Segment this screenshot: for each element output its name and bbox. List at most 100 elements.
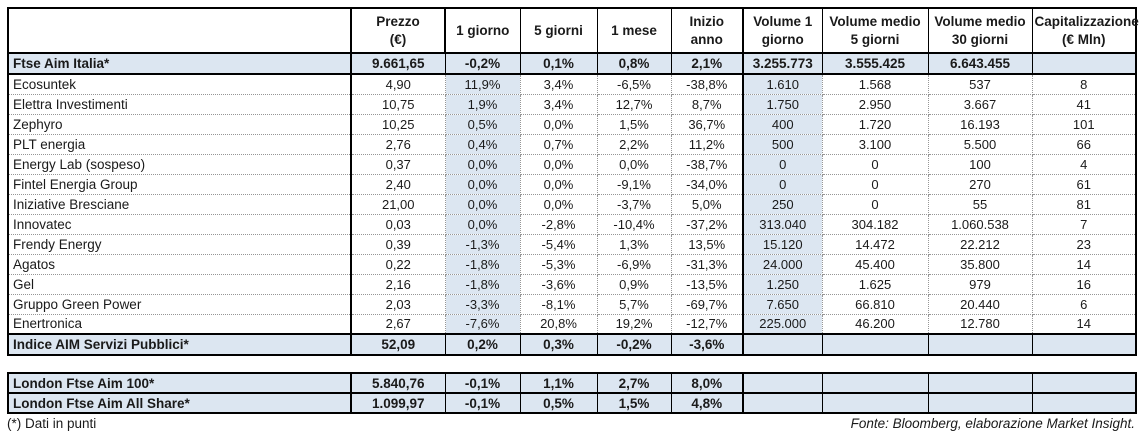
column-header-inizio-anno: Inizio anno — [670, 7, 744, 54]
volume-medio-5-giorni-cell: 1.568 — [822, 74, 929, 95]
capitalizzazione-cell: 8 — [1032, 74, 1137, 95]
volume-medio-30-giorni-cell: 35.800 — [928, 254, 1033, 275]
index-row: Indice AIM Servizi Pubblici* 52,09 0,2% 0,3… — [7, 333, 1137, 356]
corner-cell — [7, 7, 352, 54]
5-giorni-cell: 20,8% — [520, 314, 598, 335]
volume-medio-30-giorni-cell: 5.500 — [928, 134, 1033, 155]
1-mese-cell: 0,9% — [597, 274, 672, 295]
instrument-name-cell: Energy Lab (sospeso) — [8, 154, 352, 175]
instrument-name-cell: Agatos — [8, 254, 352, 275]
capitalizzazione-cell — [1031, 333, 1137, 356]
volume-medio-5-giorni-cell: 2.950 — [822, 94, 929, 115]
inizio-anno-cell: -13,5% — [671, 274, 744, 295]
5-giorni-cell: 0,3% — [519, 333, 598, 356]
prezzo-cell: 0,39 — [351, 234, 446, 255]
prezzo-cell: 2,16 — [351, 274, 446, 295]
column-header-volume-medio-30-giorni: Volume medio 30 giorni — [927, 7, 1033, 54]
1-giorno-cell: 0,2% — [444, 333, 521, 356]
column-header-subline: giorno — [761, 31, 804, 47]
stock-row: Agatos 0,22 -1,8% -5,3% -6,9% -31,3% 24.000 45.… — [8, 254, 1137, 275]
capitalizzazione-cell: 7 — [1032, 214, 1137, 235]
1-giorno-cell: 0,5% — [445, 114, 521, 135]
instrument-name-cell: Ecosuntek — [8, 74, 352, 95]
volume-1-giorno-cell: 1.750 — [743, 94, 823, 115]
5-giorni-cell: -5,3% — [520, 254, 598, 275]
1-mese-cell: 5,7% — [597, 294, 672, 315]
index-row: London Ftse Aim 100* 5.840,76 -0,1% 1,1% 2,7… — [7, 372, 1137, 394]
capitalizzazione-cell — [1031, 372, 1137, 394]
stock-row: PLT energia 2,76 0,4% 0,7% 2,2% 11,2% 500 3.100… — [8, 134, 1137, 155]
volume-medio-5-giorni-cell: 3.100 — [822, 134, 929, 155]
capitalizzazione-cell — [1031, 392, 1137, 414]
1-mese-cell: 1,5% — [596, 392, 672, 414]
inizio-anno-cell: 8,0% — [670, 372, 744, 394]
1-giorno-cell: -0,1% — [444, 372, 521, 394]
inizio-anno-cell: -3,6% — [670, 333, 744, 356]
column-header-prezzo: Prezzo (€) — [350, 7, 446, 54]
column-header-1-mese: 1 mese — [596, 7, 672, 54]
volume-medio-5-giorni-cell — [821, 372, 929, 394]
instrument-name-cell: Ftse Aim Italia* — [7, 52, 352, 75]
inizio-anno-cell: 5,0% — [671, 194, 744, 215]
instrument-name-cell: Zephyro — [8, 114, 352, 135]
1-mese-cell: 2,2% — [597, 134, 672, 155]
volume-medio-5-giorni-cell: 66.810 — [822, 294, 929, 315]
volume-medio-30-giorni-cell: 3.667 — [928, 94, 1033, 115]
volume-1-giorno-cell: 250 — [743, 194, 823, 215]
5-giorni-cell: 0,7% — [520, 134, 598, 155]
volume-medio-5-giorni-cell: 45.400 — [822, 254, 929, 275]
inizio-anno-cell: 11,2% — [671, 134, 744, 155]
volume-medio-5-giorni-cell: 3.555.425 — [821, 52, 929, 75]
volume-1-giorno-cell: 1.250 — [743, 274, 823, 295]
prezzo-cell: 2,40 — [351, 174, 446, 195]
1-mese-cell: 19,2% — [597, 314, 672, 335]
capitalizzazione-cell: 16 — [1032, 274, 1137, 295]
stock-row: Elettra Investimenti 10,75 1,9% 3,4% 12,7% 8,… — [8, 94, 1137, 115]
prezzo-cell: 10,25 — [351, 114, 446, 135]
prezzo-cell: 2,76 — [351, 134, 446, 155]
1-giorno-cell: -1,8% — [445, 254, 521, 275]
column-header-subline: 30 giorni — [951, 31, 1009, 47]
stock-row: Gel 2,16 -1,8% -3,6% 0,9% -13,5% 1.250 1.625 979… — [8, 274, 1137, 295]
prezzo-cell: 4,90 — [351, 74, 446, 95]
5-giorni-cell: -5,4% — [520, 234, 598, 255]
volume-medio-30-giorni-cell: 270 — [928, 174, 1033, 195]
table-footer: (*) Dati in punti Fonte: Bloomberg, elab… — [7, 416, 1135, 431]
1-mese-cell: -6,5% — [597, 74, 672, 95]
1-giorno-cell: 1,9% — [445, 94, 521, 115]
inizio-anno-cell: -38,7% — [671, 154, 744, 175]
stock-row: Fintel Energia Group 2,40 0,0% 0,0% -9,1% -34… — [8, 174, 1137, 195]
5-giorni-cell: -2,8% — [520, 214, 598, 235]
column-header-subline: 5 giorni — [850, 31, 900, 47]
5-giorni-cell: 3,4% — [520, 94, 598, 115]
instrument-name-cell: Frendy Energy — [8, 234, 352, 255]
5-giorni-cell: -8,1% — [520, 294, 598, 315]
volume-medio-5-giorni-cell: 1.720 — [822, 114, 929, 135]
volume-medio-30-giorni-cell: 16.193 — [928, 114, 1033, 135]
column-header-5-giorni: 5 giorni — [519, 7, 598, 54]
stock-row: Ecosuntek 4,90 11,9% 3,4% -6,5% -38,8% 1.610 1.… — [8, 74, 1137, 95]
volume-1-giorno-cell: 225.000 — [743, 314, 823, 335]
index-row: London Ftse Aim All Share* 1.099,97 -0,1% 0… — [7, 392, 1137, 414]
prezzo-cell: 0,03 — [351, 214, 446, 235]
volume-medio-30-giorni-cell: 100 — [928, 154, 1033, 175]
1-mese-cell: 0,0% — [597, 154, 672, 175]
london-indices-table: London Ftse Aim 100* 5.840,76 -0,1% 1,1% 2,7… — [7, 372, 1137, 414]
1-giorno-cell: 0,0% — [445, 214, 521, 235]
capitalizzazione-cell: 23 — [1032, 234, 1137, 255]
volume-1-giorno-cell: 15.120 — [743, 234, 823, 255]
inizio-anno-cell: -34,0% — [671, 174, 744, 195]
inizio-anno-cell: 36,7% — [671, 114, 744, 135]
1-mese-cell: -3,7% — [597, 194, 672, 215]
source-attribution: Fonte: Bloomberg, elaborazione Market In… — [850, 416, 1135, 431]
volume-medio-5-giorni-cell — [821, 333, 929, 356]
column-header-volume-1-giorno: Volume 1 giorno — [742, 7, 823, 54]
volume-medio-5-giorni-cell: 0 — [822, 154, 929, 175]
1-mese-cell: 1,5% — [597, 114, 672, 135]
header-row: Prezzo (€) 1 giorno 5 giorni 1 mese Inizio an… — [7, 7, 1139, 54]
5-giorni-cell: 0,0% — [520, 194, 598, 215]
stock-row: Energy Lab (sospeso) 0,37 0,0% 0,0% 0,0% -38,… — [8, 154, 1137, 175]
table-body: Ftse Aim Italia* 9.661,65 -0,2% 0,1% 0,8% 2,1… — [7, 52, 1137, 356]
column-header-volume-medio-5-giorni: Volume medio 5 giorni — [821, 7, 929, 54]
